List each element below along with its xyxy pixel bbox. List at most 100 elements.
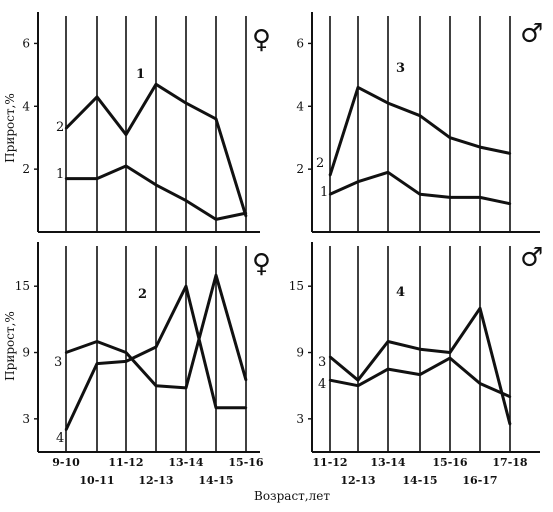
x-tick-label: 13-14 [168,456,204,469]
data-point [386,101,390,105]
data-point [386,171,390,174]
series-label: 2 [316,156,324,171]
data-point [244,215,248,218]
series-label: 3 [318,355,326,370]
female-symbol: ♀ [252,25,271,55]
y-ticks: 3 9 15 [15,279,38,426]
panel-label: 1 [136,67,145,82]
data-point [184,199,188,202]
data-point [356,86,360,89]
y-tick-label: 4 [22,99,30,113]
y-ticks: 2 4 6 [22,36,38,176]
data-point [386,367,390,371]
data-point [478,145,482,149]
y-tick-label: 2 [22,162,30,176]
y-ticks: 2 4 6 [296,36,312,176]
y-tick-label: 6 [296,36,304,50]
y-axis-label: Прирост,% [3,93,17,163]
x-tick-label: 14-15 [402,474,437,487]
y-ticks: 3 9 15 [289,279,312,426]
series-lines [328,306,512,426]
data-point [418,114,422,117]
female-symbol: ♀ [252,249,271,279]
y-tick-label: 4 [296,99,304,113]
data-point [418,193,422,196]
data-point [214,218,218,221]
x-tick-label: 11-12 [312,456,347,469]
data-point [508,152,512,155]
x-tick-label: 10-11 [79,474,114,487]
panel-label: 2 [138,287,147,302]
data-point [328,378,332,382]
y-tick-label: 15 [15,279,30,293]
data-point [448,136,452,139]
series-label: 3 [54,355,62,370]
data-point [95,340,99,343]
series-label: 2 [56,120,64,135]
y-tick-label: 9 [22,346,30,360]
vertical-gridlines [65,246,247,452]
x-tick-label: 17-18 [492,456,528,469]
data-point [244,378,248,382]
data-point [478,382,482,385]
x-tick-label: 15-16 [432,456,468,469]
series-lines [64,273,248,432]
series-label: 4 [318,377,326,392]
data-point [154,183,158,187]
data-point [356,180,360,183]
x-tick-label: 14-15 [198,474,233,487]
data-point [95,362,99,365]
data-point [124,351,128,354]
series-lines [328,85,512,206]
y-tick-label: 3 [22,412,30,426]
data-point [64,127,68,130]
vertical-gridlines [329,246,511,452]
data-point [448,351,452,354]
x-tick-label: 11-12 [108,456,143,469]
data-point [184,101,188,105]
series-label: 4 [56,431,64,446]
x-axis-label: Возраст,лет [254,489,330,503]
data-point [328,193,332,196]
panel-2: Прирост,% 2 ♀ 3 9 15 3 4 [3,242,271,453]
y-tick-label: 2 [296,162,304,176]
data-point [478,307,482,310]
data-point [154,384,158,387]
x-tick-label: 15-16 [228,456,264,469]
x-tick-label: 16-17 [462,474,497,487]
data-point [124,133,128,136]
vertical-gridlines [329,16,511,232]
x-tick-labels-left: 9-10 10-11 11-12 12-13 13-14 14-15 15-16 [52,456,264,487]
data-point [508,395,512,398]
data-point [124,164,128,168]
panel-1: Прирост,% 1 ♀ 2 4 6 1 2 [3,12,271,233]
data-point [244,406,248,409]
data-point [95,95,99,99]
y-axis-label: Прирост,% [3,311,17,381]
data-point [124,360,128,363]
data-point [356,378,360,382]
data-point [418,348,422,351]
data-point [154,345,158,349]
data-point [508,202,512,205]
data-point [154,83,158,86]
data-point [418,373,422,376]
panel-3: 3 ♂ 2 4 6 1 2 [296,12,543,233]
data-point [184,285,188,288]
data-point [214,406,218,409]
vertical-gridlines [65,16,247,232]
x-tick-label: 9-10 [52,456,80,469]
y-tick-label: 15 [289,279,304,293]
y-tick-label: 9 [296,346,304,360]
data-point [184,386,188,390]
data-point [508,423,512,426]
series-label: 1 [320,185,328,200]
panel-label: 4 [396,285,405,300]
x-tick-label: 13-14 [370,456,406,469]
data-point [64,428,68,432]
y-tick-label: 6 [22,36,30,50]
x-tick-labels-right: 11-12 12-13 13-14 14-15 15-16 16-17 17-18 [312,456,528,487]
data-point [448,196,452,199]
data-point [95,177,99,180]
